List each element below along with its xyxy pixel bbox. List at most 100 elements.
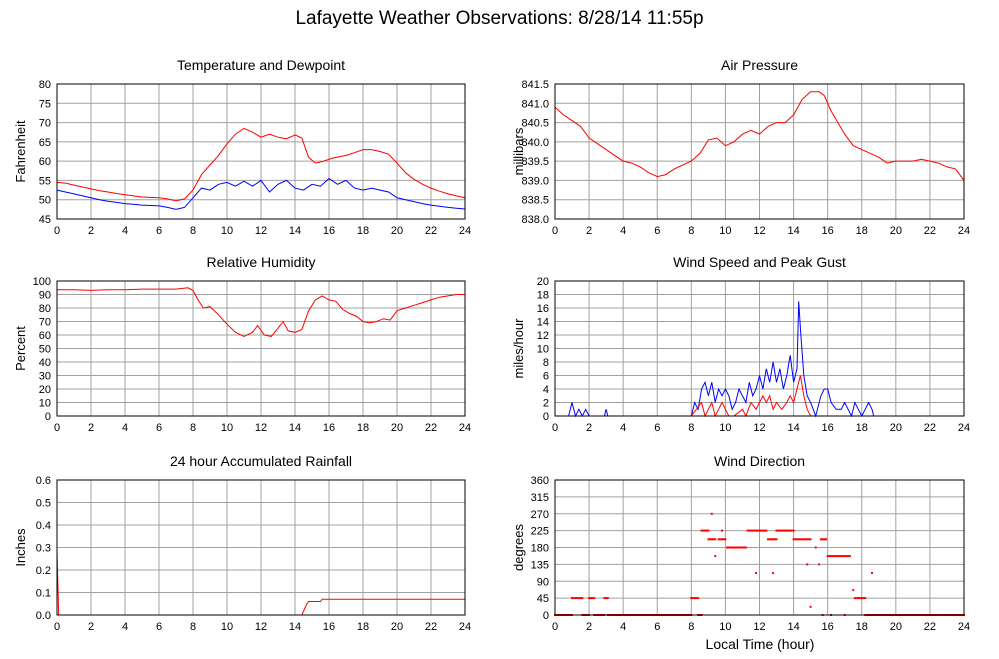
temp-x-tick-label: 4: [122, 225, 128, 237]
direction-point: [707, 529, 710, 532]
wind-y-axis-label: miles/hour: [511, 318, 526, 379]
direction-point: [732, 546, 735, 549]
direction-point: [571, 597, 573, 600]
humidity-y-tick-label: 10: [39, 398, 51, 410]
direction-point: [697, 597, 700, 600]
humidity-x-tick-label: 24: [459, 422, 471, 434]
temp-x-tick-label: 18: [357, 225, 369, 237]
direction-point: [736, 546, 739, 549]
humidity-x-tick-label: 14: [289, 422, 301, 434]
wind-series-1-line: [555, 375, 964, 418]
direction-point: [833, 555, 836, 558]
pressure-y-tick-label: 841.5: [521, 79, 549, 91]
wind-x-tick-label: 14: [787, 422, 799, 434]
direction-x-tick-label: 6: [654, 621, 660, 633]
wind-y-tick-label: 18: [537, 290, 549, 302]
direction-point: [751, 529, 754, 532]
humidity-y-tick-label: 90: [39, 290, 51, 302]
direction-point: [857, 597, 860, 600]
direction-point: [758, 529, 761, 532]
humidity-y-tick-label: 50: [39, 344, 51, 356]
pressure-x-tick-label: 24: [958, 225, 970, 237]
direction-point: [806, 563, 809, 566]
pressure-y-tick-label: 838.5: [521, 195, 549, 207]
direction-point: [790, 529, 793, 532]
direction-point: [721, 538, 723, 541]
direction-point: [814, 546, 817, 549]
temp-x-tick-label: 14: [289, 225, 301, 237]
direction-point: [826, 555, 829, 558]
direction-point: [729, 546, 732, 549]
direction-point: [778, 529, 781, 532]
direction-y-tick-label: 270: [531, 509, 549, 521]
direction-point: [855, 597, 858, 600]
direction-point: [775, 538, 778, 541]
direction-point: [739, 546, 742, 549]
rain-y-tick-label: 0.4: [36, 520, 51, 532]
rain-x-tick-label: 24: [459, 621, 471, 633]
wind-x-tick-label: 10: [719, 422, 731, 434]
direction-point: [714, 538, 717, 541]
direction-point: [589, 597, 592, 600]
wind-y-tick-label: 20: [537, 276, 549, 288]
direction-point: [842, 555, 844, 558]
wind-y-tick-label: 16: [537, 303, 549, 315]
direction-point: [773, 538, 776, 541]
temp-x-tick-label: 20: [391, 225, 403, 237]
direction-x-tick-label: 0: [552, 621, 558, 633]
humidity-y-tick-label: 60: [39, 330, 51, 342]
humidity-y-tick-label: 20: [39, 384, 51, 396]
direction-point: [871, 572, 873, 574]
direction-point: [777, 529, 780, 532]
direction-point: [741, 546, 744, 549]
pressure-x-tick-label: 6: [654, 225, 660, 237]
wind-x-tick-label: 20: [890, 422, 902, 434]
temp-x-tick-label: 0: [54, 225, 60, 237]
temp-x-tick-label: 16: [323, 225, 335, 237]
direction-point: [835, 555, 838, 558]
direction-point: [710, 538, 713, 541]
temp-x-tick-label: 10: [221, 225, 233, 237]
direction-y-tick-label: 315: [531, 492, 549, 504]
direction-x-tick-label: 8: [688, 621, 694, 633]
direction-point: [744, 546, 747, 549]
wind-y-tick-label: 10: [537, 344, 549, 356]
direction-point: [801, 538, 804, 541]
direction-x-tick-label: 22: [924, 621, 936, 633]
rain-y-tick-label: 0.5: [36, 498, 51, 510]
humidity-y-tick-label: 70: [39, 317, 51, 329]
temp-series-1-line: [56, 177, 466, 210]
direction-x-tick-label: 2: [586, 621, 592, 633]
x-axis-label: Local Time (hour): [706, 636, 815, 652]
direction-point: [782, 529, 785, 532]
pressure-y-tick-label: 839.5: [521, 156, 549, 168]
direction-point: [797, 538, 800, 541]
humidity-x-tick-label: 22: [425, 422, 437, 434]
pressure-y-tick-label: 840.0: [521, 137, 549, 149]
direction-point: [864, 597, 867, 600]
direction-point: [792, 529, 795, 532]
wind-y-tick-label: 0: [543, 411, 549, 423]
direction-point: [836, 555, 839, 558]
direction-x-tick-label: 4: [620, 621, 626, 633]
direction-point: [792, 538, 795, 541]
direction-point: [770, 538, 773, 541]
temp-y-tick-label: 75: [39, 98, 51, 110]
direction-point: [738, 546, 740, 549]
direction-point: [845, 555, 848, 558]
pressure-y-tick-label: 841.0: [521, 98, 549, 110]
direction-x-tick-label: 12: [753, 621, 765, 633]
direction-point: [784, 529, 787, 532]
temp-y-tick-label: 60: [39, 156, 51, 168]
temp-y-tick-label: 55: [39, 175, 51, 187]
direction-point: [724, 538, 727, 541]
rain-x-tick-label: 18: [357, 621, 369, 633]
wind-y-tick-label: 8: [543, 357, 549, 369]
direction-x-tick-label: 20: [890, 621, 902, 633]
wind-y-tick-label: 4: [543, 384, 549, 396]
pressure-x-tick-label: 4: [620, 225, 626, 237]
direction-point: [785, 529, 788, 532]
temp-y-tick-label: 65: [39, 137, 51, 149]
